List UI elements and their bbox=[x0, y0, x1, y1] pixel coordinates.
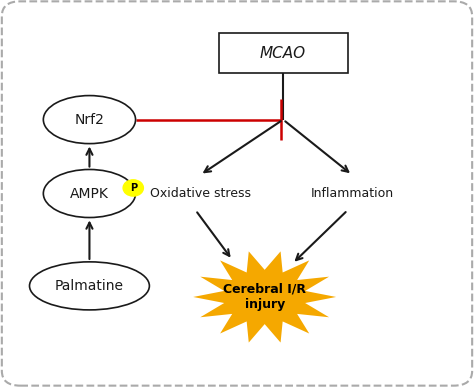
Text: Cerebral I/R
injury: Cerebral I/R injury bbox=[223, 283, 306, 312]
Text: MCAO: MCAO bbox=[260, 46, 306, 61]
Text: Palmatine: Palmatine bbox=[55, 279, 124, 293]
Text: P: P bbox=[130, 183, 137, 193]
Text: AMPK: AMPK bbox=[70, 187, 109, 200]
Text: Nrf2: Nrf2 bbox=[74, 113, 104, 127]
Polygon shape bbox=[193, 252, 336, 342]
Circle shape bbox=[123, 180, 144, 196]
Text: Oxidative stress: Oxidative stress bbox=[150, 187, 251, 200]
Ellipse shape bbox=[43, 96, 136, 144]
Text: Inflammation: Inflammation bbox=[311, 187, 394, 200]
Ellipse shape bbox=[43, 170, 136, 217]
Ellipse shape bbox=[29, 262, 149, 310]
FancyBboxPatch shape bbox=[219, 33, 347, 74]
